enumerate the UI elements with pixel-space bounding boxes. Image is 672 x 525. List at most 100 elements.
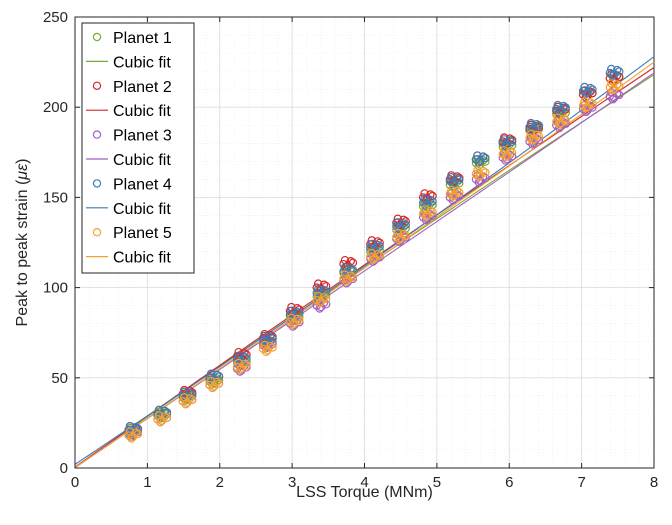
data-point xyxy=(266,341,275,351)
y-axis-label-prefix: Peak to peak strain ( xyxy=(14,179,31,326)
legend-marker xyxy=(92,130,102,139)
data-point xyxy=(346,271,355,280)
data-points xyxy=(124,64,624,443)
data-point xyxy=(473,171,482,180)
data-point xyxy=(499,135,509,144)
data-point xyxy=(366,252,375,262)
x-tick-label: 1 xyxy=(143,474,151,491)
data-point xyxy=(313,297,323,306)
legend-marker xyxy=(92,81,102,91)
data-point xyxy=(312,296,321,305)
data-point xyxy=(559,101,568,111)
data-point xyxy=(154,405,164,415)
data-point xyxy=(426,206,435,215)
data-point xyxy=(373,240,382,250)
data-point xyxy=(505,136,515,145)
legend-label: Planet 3 xyxy=(113,128,172,145)
data-point xyxy=(392,232,401,242)
data-point xyxy=(552,104,561,114)
data-point xyxy=(452,186,462,196)
y-tick-label: 50 xyxy=(51,370,68,387)
y-tick-label: 100 xyxy=(43,280,68,297)
data-point xyxy=(319,293,329,302)
x-tick-label: 5 xyxy=(433,474,441,491)
data-point xyxy=(612,65,622,75)
data-point xyxy=(160,412,169,421)
data-point xyxy=(312,283,321,292)
data-point xyxy=(232,362,242,372)
legend-marker xyxy=(92,32,102,42)
y-tick-label: 0 xyxy=(60,460,68,477)
legend-marker xyxy=(92,227,102,237)
y-axis-label-symbol: με xyxy=(14,163,31,181)
data-point xyxy=(131,428,140,437)
legend-label: Cubic fit xyxy=(113,250,171,267)
data-point xyxy=(418,193,428,202)
data-point xyxy=(532,119,541,129)
legend-label: Cubic fit xyxy=(113,54,171,71)
data-point xyxy=(367,248,376,258)
x-tick-label: 3 xyxy=(288,474,296,491)
data-point xyxy=(125,421,135,431)
data-point xyxy=(399,229,408,239)
data-point xyxy=(292,314,302,324)
data-point xyxy=(445,176,455,186)
y-tick-label: 250 xyxy=(43,9,68,26)
data-point xyxy=(505,147,515,156)
data-point xyxy=(313,292,323,301)
data-point xyxy=(447,172,456,182)
y-axis-label-suffix: ) xyxy=(14,159,31,164)
data-point xyxy=(178,397,188,406)
data-point xyxy=(258,335,268,345)
data-point xyxy=(285,317,295,327)
data-point xyxy=(234,358,243,368)
data-point xyxy=(124,431,133,440)
data-point xyxy=(258,344,268,354)
data-point xyxy=(607,64,616,74)
data-point xyxy=(185,394,195,403)
data-point xyxy=(212,377,222,387)
y-axis-label: Peak to peak strain (με) xyxy=(14,159,31,327)
data-point xyxy=(367,236,376,245)
data-point xyxy=(578,86,588,96)
data-point xyxy=(373,249,382,259)
data-point xyxy=(366,243,375,253)
x-axis-label: LSS Torque (MNm) xyxy=(296,484,433,501)
data-point xyxy=(153,409,162,419)
data-point xyxy=(552,117,561,126)
x-tick-label: 6 xyxy=(505,474,513,491)
data-point xyxy=(260,331,269,341)
data-point xyxy=(525,133,534,143)
data-point xyxy=(578,101,588,110)
data-point xyxy=(526,129,536,139)
legend-label: Planet 4 xyxy=(113,176,172,193)
x-tick-label: 0 xyxy=(71,474,79,491)
data-point xyxy=(452,174,462,183)
data-point xyxy=(532,130,541,140)
data-point xyxy=(471,155,481,164)
data-point xyxy=(445,189,455,198)
data-point xyxy=(180,387,189,397)
data-point xyxy=(153,415,162,424)
data-point xyxy=(154,411,164,420)
data-point xyxy=(124,425,133,435)
data-point xyxy=(473,165,482,175)
x-tick-label: 4 xyxy=(360,474,368,491)
data-point xyxy=(340,270,350,279)
data-point xyxy=(607,70,616,79)
data-point xyxy=(586,83,595,93)
x-tick-label: 8 xyxy=(650,474,658,491)
x-tick-label: 2 xyxy=(216,474,224,491)
data-point xyxy=(607,79,616,88)
data-point xyxy=(260,340,269,350)
data-point xyxy=(499,145,509,155)
legend-label: Planet 1 xyxy=(113,30,172,47)
data-point xyxy=(612,80,622,89)
data-point xyxy=(526,118,536,128)
data-point xyxy=(605,83,615,92)
data-point xyxy=(206,376,216,386)
legend-label: Cubic fit xyxy=(113,152,171,169)
data-point xyxy=(287,313,296,323)
